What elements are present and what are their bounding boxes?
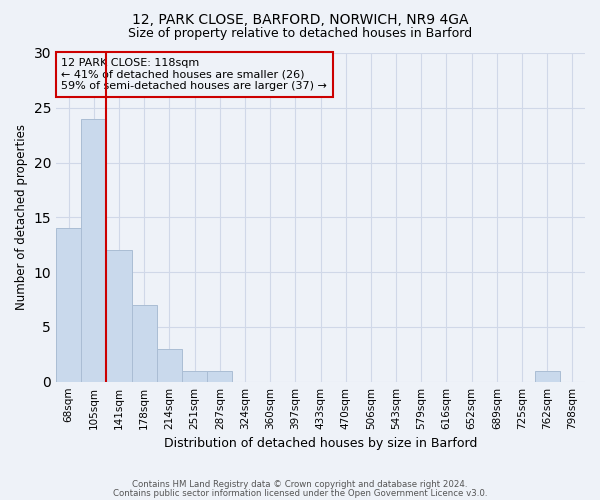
Bar <box>207 370 232 382</box>
Bar <box>81 118 106 382</box>
Bar <box>131 305 157 382</box>
Text: Contains HM Land Registry data © Crown copyright and database right 2024.: Contains HM Land Registry data © Crown c… <box>132 480 468 489</box>
Bar <box>106 250 131 382</box>
Text: 12, PARK CLOSE, BARFORD, NORWICH, NR9 4GA: 12, PARK CLOSE, BARFORD, NORWICH, NR9 4G… <box>132 12 468 26</box>
Y-axis label: Number of detached properties: Number of detached properties <box>15 124 28 310</box>
Text: 12 PARK CLOSE: 118sqm
← 41% of detached houses are smaller (26)
59% of semi-deta: 12 PARK CLOSE: 118sqm ← 41% of detached … <box>61 58 327 91</box>
X-axis label: Distribution of detached houses by size in Barford: Distribution of detached houses by size … <box>164 437 477 450</box>
Bar <box>157 349 182 382</box>
Text: Size of property relative to detached houses in Barford: Size of property relative to detached ho… <box>128 28 472 40</box>
Bar <box>56 228 81 382</box>
Bar <box>535 370 560 382</box>
Bar <box>182 370 207 382</box>
Text: Contains public sector information licensed under the Open Government Licence v3: Contains public sector information licen… <box>113 490 487 498</box>
